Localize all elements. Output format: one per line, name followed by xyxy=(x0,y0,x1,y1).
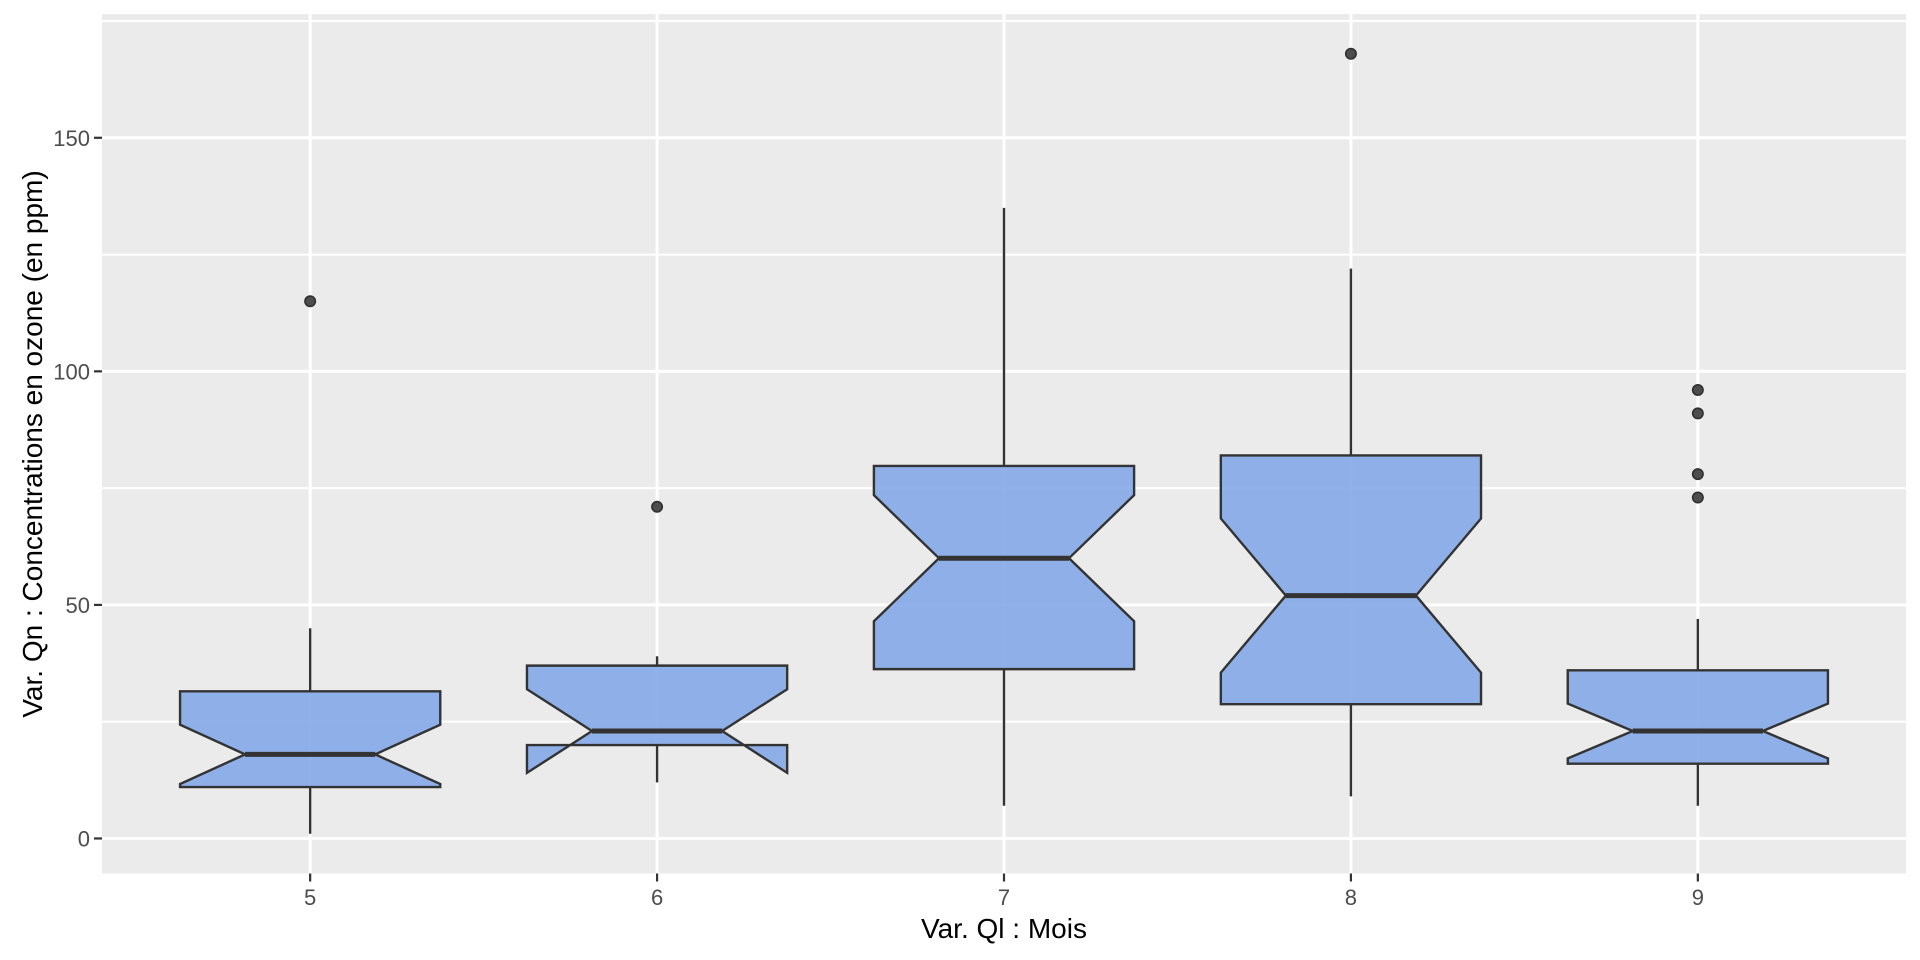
boxplot-month-5 xyxy=(178,295,442,834)
y-tick-label: 0 xyxy=(78,826,90,851)
boxplot-month-6 xyxy=(525,500,789,783)
outlier-point xyxy=(651,500,664,513)
x-axis-title: Var. Ql : Mois xyxy=(921,913,1087,944)
boxplot-month-9 xyxy=(1566,384,1830,806)
outlier-point xyxy=(1344,47,1357,60)
outlier-point xyxy=(1691,468,1704,481)
axis-layer: 0 50 100 150 5 6 7 8 9 xyxy=(53,126,1704,910)
outlier-point xyxy=(1691,491,1704,504)
outlier-point xyxy=(1691,384,1704,397)
outlier-point xyxy=(304,295,317,308)
y-tick-label: 100 xyxy=(53,359,90,384)
notched-box xyxy=(1566,669,1830,765)
notched-box xyxy=(872,464,1136,671)
outlier-point xyxy=(1691,407,1704,420)
y-tick-label: 150 xyxy=(53,126,90,151)
y-axis-title: Var. Qn : Concentrations en ozone (en pp… xyxy=(17,170,48,717)
x-tick-label: 9 xyxy=(1692,885,1704,910)
x-tick-label: 5 xyxy=(304,885,316,910)
y-tick-label: 50 xyxy=(66,593,90,618)
boxplot-layer xyxy=(178,47,1830,834)
boxplot-month-7 xyxy=(872,207,1136,806)
notched-box xyxy=(525,664,789,776)
x-tick-label: 8 xyxy=(1345,885,1357,910)
x-tick-label: 6 xyxy=(651,885,663,910)
x-tick-label: 7 xyxy=(998,885,1010,910)
notched-box xyxy=(1219,454,1483,706)
boxplot-month-8 xyxy=(1219,47,1483,797)
notched-box xyxy=(178,690,442,789)
